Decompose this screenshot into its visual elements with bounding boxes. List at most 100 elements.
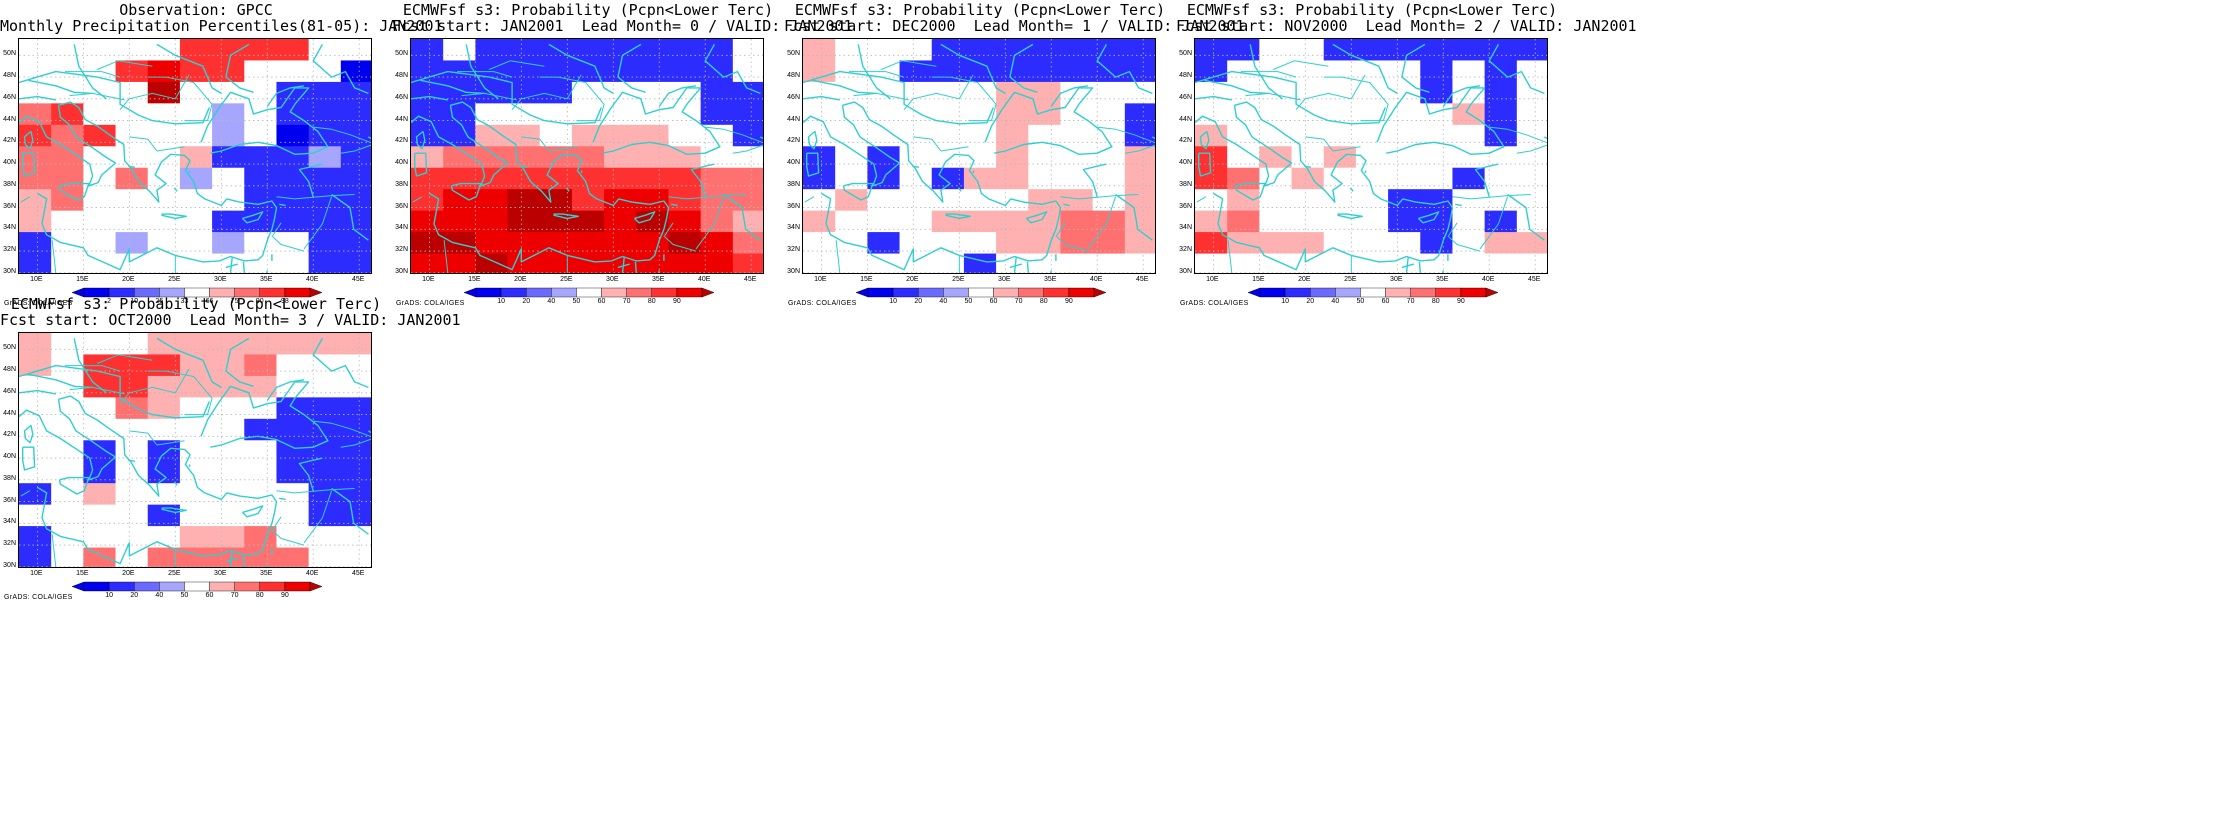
grid-cell <box>276 333 310 356</box>
lat-tick-label: 44N <box>1179 115 1192 123</box>
colorbar-label: 50 <box>572 298 581 305</box>
grid-cell <box>867 210 901 233</box>
lon-tick-label: 35E <box>260 570 273 577</box>
grid-cell <box>1388 81 1421 104</box>
coastline <box>156 43 222 95</box>
grid-cell <box>83 397 117 420</box>
lon-tick-label: 15E <box>860 276 873 283</box>
country-border <box>271 516 282 532</box>
grid-cell <box>732 167 763 190</box>
grid-cell <box>507 39 541 62</box>
colorbar-segment <box>284 581 311 592</box>
grid-cell <box>443 103 476 126</box>
grid-cell <box>83 440 117 463</box>
lat-tick-label: 40N <box>3 159 16 167</box>
coastline <box>19 399 117 481</box>
grid-cell <box>1028 60 1062 83</box>
grid-cell <box>931 146 965 169</box>
map-panel-lead1: ECMWFsf s3: Probability (Pcpn<Lower Terc… <box>784 0 1245 308</box>
coastline <box>37 395 278 565</box>
grid-cell <box>1124 103 1155 126</box>
lon-tick-label: 35E <box>1044 276 1057 283</box>
grid-cell <box>1484 167 1518 190</box>
lat-tick-label: 46N <box>3 387 16 395</box>
grid-cell <box>340 333 371 356</box>
grid-cell <box>115 418 149 441</box>
grid-cell <box>1060 232 1094 255</box>
grid-cell <box>1060 39 1094 62</box>
lat-tick-label: 34N <box>395 224 408 232</box>
grid-cell <box>636 39 670 62</box>
country-border <box>1196 196 1207 203</box>
lat-tick-label: 36N <box>787 202 800 210</box>
grid-cell <box>835 253 868 273</box>
grid-cell <box>115 232 149 255</box>
colorbar-segment <box>1259 287 1286 298</box>
grid-cell <box>340 440 371 463</box>
grid-cell <box>115 167 149 190</box>
grid-cell <box>700 189 734 212</box>
map-frame <box>802 38 1156 274</box>
coastline <box>1441 270 1444 273</box>
colorbar-segment <box>1018 287 1044 298</box>
grid-cell <box>1124 146 1155 169</box>
coastline <box>331 193 369 241</box>
grid-cell <box>51 547 84 567</box>
grid-cell <box>1452 210 1486 233</box>
grid-cell <box>835 146 868 169</box>
coastline <box>19 389 56 395</box>
grid-cell <box>244 547 278 567</box>
grid-cell <box>1355 189 1389 212</box>
grid-cell <box>1092 232 1126 255</box>
grid-cell <box>475 210 509 233</box>
grid-cell <box>244 124 278 147</box>
grid-cell <box>179 333 213 356</box>
colorbar-segment <box>234 581 260 592</box>
grid-cell <box>1388 210 1421 233</box>
grid-cell <box>212 354 245 377</box>
colorbar-label: 20 <box>130 592 139 599</box>
colorbar-segment <box>108 581 135 592</box>
grid-cell <box>732 189 763 212</box>
colorbar-segment <box>1385 287 1411 298</box>
lon-tick-label: 10E <box>30 570 43 577</box>
grid-cell <box>996 39 1029 62</box>
coastline <box>1009 43 1038 93</box>
grid-cell <box>276 167 310 190</box>
lon-tick-label: 30E <box>214 276 227 283</box>
grid-cell <box>179 526 213 549</box>
grid-cell <box>1484 232 1518 255</box>
coastline <box>806 152 820 177</box>
grid-cell <box>1323 189 1357 212</box>
colorbar-segment <box>576 287 602 298</box>
grid-cell <box>1323 253 1357 273</box>
colorbar-label: 10 <box>497 298 505 305</box>
grid-cell <box>996 60 1029 83</box>
grid-cell <box>340 210 371 233</box>
grid-cell <box>244 81 278 104</box>
grid-cell <box>83 39 117 62</box>
colorbar-label: 70 <box>622 298 631 305</box>
lat-tick-label: 48N <box>3 366 16 374</box>
grid-cell <box>179 167 213 190</box>
country-border <box>129 430 185 446</box>
coastline <box>128 165 136 168</box>
grid-cell <box>411 103 444 126</box>
grid-cell <box>147 504 181 527</box>
grid-cell <box>19 39 52 62</box>
panel-subtitle: Fcst start: NOV2000 Lead Month= 2 / VALI… <box>1176 17 1637 35</box>
grid-cell <box>636 103 670 126</box>
coastline <box>945 213 972 220</box>
grid-cell <box>19 375 52 398</box>
grid-cell <box>244 167 278 190</box>
country-border <box>313 126 371 144</box>
lon-tick-label: 15E <box>468 276 481 283</box>
coastline <box>279 497 286 501</box>
colorbar-label: 60 <box>205 592 214 599</box>
grid-cell <box>803 232 836 255</box>
grid-cell <box>19 232 52 255</box>
grid-cell <box>244 461 278 484</box>
lon-tick-label: 45E <box>351 570 365 577</box>
grid-cell <box>963 189 997 212</box>
grid-cell <box>179 547 213 567</box>
